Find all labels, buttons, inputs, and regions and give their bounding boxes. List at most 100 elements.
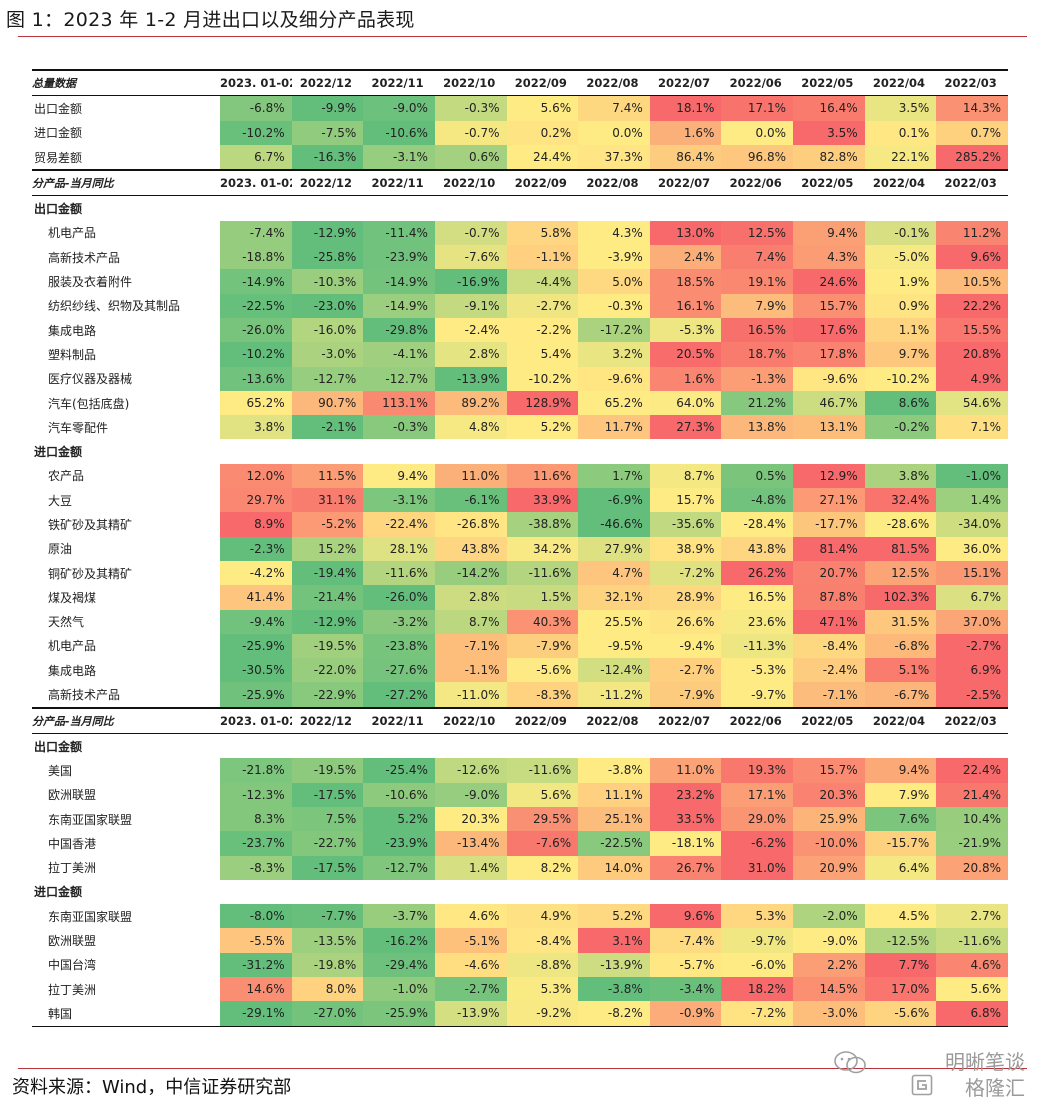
section-label: 进口金额 — [34, 885, 83, 900]
column-header: 2022/12 — [291, 69, 364, 97]
value-cell: -9.4% — [220, 609, 292, 634]
section-row: 进口金额 — [32, 880, 1008, 904]
value-cell: 22.4% — [936, 758, 1008, 783]
value-cell: 20.9% — [793, 855, 865, 880]
value-cell: -2.3% — [220, 536, 292, 561]
value-cell: -29.8% — [363, 317, 435, 343]
value-cell: 0.0% — [721, 120, 793, 145]
value-cell: -22.5% — [578, 831, 650, 856]
value-cell: -17.5% — [291, 855, 364, 880]
table-row: 煤及褐煤 41.4% -21.4% -26.0% 2.8% 1.5% 32.1% 28.9% 1… — [32, 585, 1008, 610]
source-divider — [18, 1068, 1027, 1069]
value-cell: -19.5% — [291, 758, 364, 783]
value-cell: -15.7% — [864, 831, 937, 856]
value-cell: 2.7% — [936, 904, 1008, 929]
value-cell: -21.8% — [220, 758, 292, 783]
value-cell: -26.0% — [363, 585, 435, 610]
value-cell: -0.3% — [578, 293, 650, 318]
value-cell: 0.0% — [578, 120, 650, 145]
value-cell: 5.3% — [721, 904, 793, 929]
value-cell: 0.1% — [864, 120, 937, 145]
value-cell: 33.5% — [649, 806, 722, 832]
value-cell: -18.1% — [649, 831, 722, 856]
column-header: 2022/06 — [721, 69, 793, 97]
value-cell: -0.7% — [434, 120, 507, 145]
value-cell: 8.2% — [506, 855, 579, 880]
column-header: 2022/11 — [363, 69, 435, 97]
value-cell: 5.4% — [506, 342, 579, 367]
section-label: 出口金额 — [34, 739, 83, 754]
value-cell: -5.6% — [864, 1001, 937, 1027]
row-label: 高新技术产品 — [48, 250, 121, 265]
value-cell: 20.3% — [793, 782, 865, 807]
value-cell: -2.2% — [506, 317, 579, 343]
value-cell: 13.1% — [793, 415, 865, 440]
value-cell: 1.4% — [434, 855, 507, 880]
table-row: 韩国 -29.1% -27.0% -25.9% -13.9% -9.2% -8.2% -0.9… — [32, 1001, 1008, 1027]
value-cell: -17.2% — [578, 317, 650, 343]
value-cell: -22.0% — [291, 658, 364, 683]
table-row: 汽车(包括底盘) 65.2% 90.7% 113.1% 89.2% 128.9% 65.2%… — [32, 390, 1008, 416]
value-cell: 64.0% — [649, 390, 722, 416]
value-cell: -3.4% — [649, 976, 722, 1002]
value-cell: -3.0% — [793, 1001, 865, 1027]
value-cell: -4.6% — [434, 952, 507, 977]
value-cell: 18.7% — [721, 342, 793, 367]
value-cell: -19.8% — [291, 952, 364, 977]
value-cell: 7.1% — [936, 415, 1008, 440]
column-header: 2022/09 — [506, 706, 579, 735]
row-label: 服装及衣着附件 — [48, 275, 133, 290]
value-cell: -14.9% — [363, 293, 435, 318]
value-cell: 16.4% — [793, 95, 865, 121]
row-label: 东南亚国家联盟 — [48, 812, 133, 827]
value-cell: 7.4% — [578, 95, 650, 121]
row-label: 高新技术产品 — [32, 682, 220, 709]
value-cell: 12.5% — [721, 220, 793, 246]
value-cell: 4.5% — [864, 904, 937, 929]
value-cell: -2.1% — [291, 415, 364, 440]
column-header: 2022/08 — [578, 169, 650, 197]
value-cell: -10.0% — [793, 831, 865, 856]
value-cell: 9.4% — [793, 220, 865, 246]
value-cell: 8.9% — [220, 512, 292, 537]
column-header: 2022/11 — [363, 706, 435, 735]
value-cell: -10.2% — [220, 120, 292, 145]
value-cell: -13.9% — [578, 952, 650, 977]
value-cell: 3.8% — [864, 463, 937, 489]
value-cell: 0.5% — [721, 463, 793, 489]
value-cell: -25.8% — [291, 245, 364, 270]
block-header-label: 分产品-当月同比 — [32, 706, 220, 735]
value-cell: 1.6% — [649, 120, 722, 145]
value-cell: 17.6% — [793, 317, 865, 343]
value-cell: 12.9% — [793, 463, 865, 489]
value-cell: 0.6% — [434, 144, 507, 171]
value-cell: 7.9% — [721, 293, 793, 318]
value-cell: 15.7% — [793, 293, 865, 318]
value-cell: 36.0% — [936, 536, 1008, 561]
value-cell: 81.5% — [864, 536, 937, 561]
table-row: 贸易差额 6.7% -16.3% -3.1% 0.6% 24.4% 37.3% 86.4% 96… — [32, 144, 1008, 171]
value-cell: -7.5% — [291, 120, 364, 145]
value-cell: -17.7% — [793, 512, 865, 537]
value-cell: 15.7% — [649, 488, 722, 513]
row-label: 机电产品 — [48, 639, 97, 654]
value-cell: 37.0% — [936, 609, 1008, 634]
value-cell: 15.2% — [291, 536, 364, 561]
table-row: 集成电路 -26.0% -16.0% -29.8% -2.4% -2.2% -17.2% -5… — [32, 317, 1008, 343]
value-cell: 18.1% — [649, 95, 722, 121]
row-label: 医疗仪器及器械 — [48, 372, 133, 387]
section-row: 进口金额 — [32, 439, 1008, 463]
watermark-brand: 格隆汇 — [965, 1076, 1025, 1100]
table-row: 中国台湾 -31.2% -19.8% -29.4% -4.6% -8.8% -13.9% -5… — [32, 952, 1008, 977]
value-cell: -21.4% — [291, 585, 364, 610]
value-cell: -19.5% — [291, 633, 364, 659]
value-cell: -0.3% — [363, 415, 435, 440]
column-header: 2023. 01-02 — [220, 69, 292, 97]
value-cell: -8.3% — [506, 682, 579, 709]
value-cell: -3.1% — [363, 144, 435, 171]
value-cell: 6.4% — [864, 855, 937, 880]
value-cell: 43.8% — [434, 536, 507, 561]
value-cell: 8.7% — [649, 463, 722, 489]
header-row: 总量数据 2023. 01-02 2022/12 2022/11 2022/10 2022… — [32, 69, 1008, 97]
value-cell: -9.1% — [434, 293, 507, 318]
